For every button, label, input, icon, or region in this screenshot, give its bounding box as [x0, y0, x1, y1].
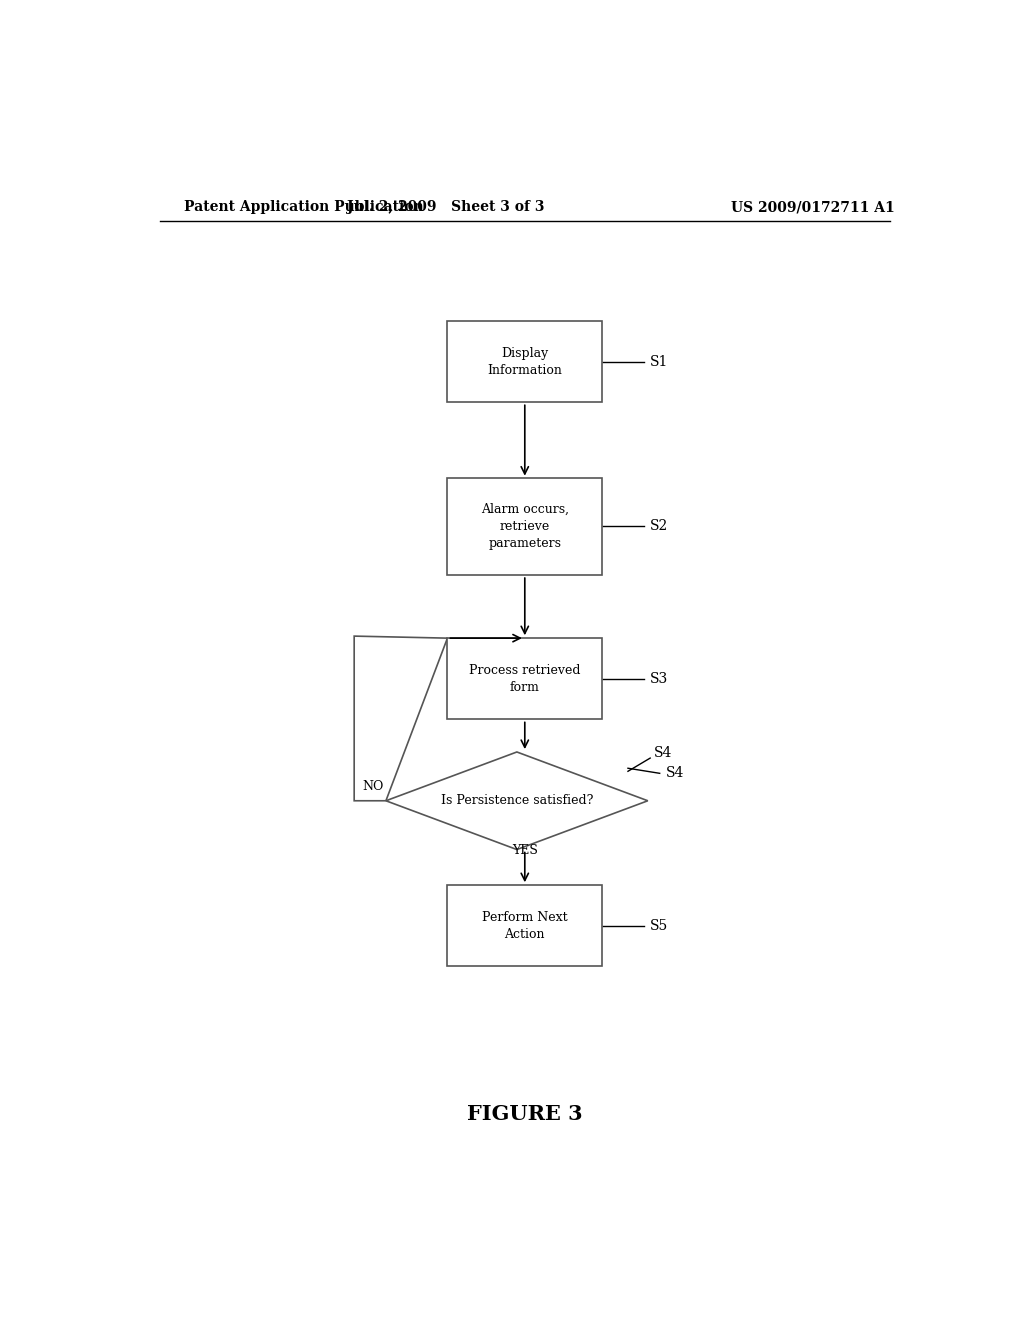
Text: US 2009/0172711 A1: US 2009/0172711 A1 [731, 201, 895, 214]
Bar [447, 321, 602, 403]
Text: Display
Information: Display Information [487, 347, 562, 376]
Text: S4: S4 [666, 767, 684, 780]
Text: FIGURE 3: FIGURE 3 [467, 1104, 583, 1123]
Polygon shape [354, 636, 447, 801]
Text: Perform Next
Action: Perform Next Action [482, 911, 567, 941]
Text: Patent Application Publication: Patent Application Publication [183, 201, 423, 214]
Text: S5: S5 [650, 919, 669, 933]
Bar [447, 638, 602, 719]
Text: Process retrieved
form: Process retrieved form [469, 664, 581, 694]
Text: S2: S2 [650, 519, 669, 533]
Text: S3: S3 [650, 672, 669, 686]
Bar [447, 886, 602, 966]
Text: YES: YES [512, 845, 538, 857]
Text: S1: S1 [650, 355, 669, 368]
Text: Alarm occurs,
retrieve
parameters: Alarm occurs, retrieve parameters [481, 503, 568, 550]
Text: NO: NO [362, 780, 383, 792]
Text: Jul. 2, 2009   Sheet 3 of 3: Jul. 2, 2009 Sheet 3 of 3 [347, 201, 544, 214]
Text: Is Persistence satisfied?: Is Persistence satisfied? [440, 795, 593, 808]
Text: S4: S4 [654, 746, 673, 760]
Bar [447, 478, 602, 574]
Polygon shape [386, 752, 648, 850]
